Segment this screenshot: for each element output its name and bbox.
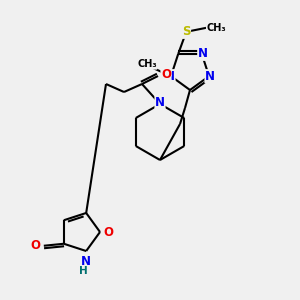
Text: S: S	[182, 25, 190, 38]
Text: O: O	[103, 226, 113, 238]
Text: N: N	[81, 254, 91, 268]
Text: N: N	[155, 97, 165, 110]
Text: H: H	[79, 266, 88, 276]
Text: CH₃: CH₃	[137, 59, 157, 69]
Text: O: O	[161, 68, 171, 80]
Text: O: O	[31, 239, 41, 252]
Text: N: N	[205, 70, 215, 83]
Text: N: N	[165, 70, 175, 83]
Text: N: N	[198, 47, 208, 60]
Text: CH₃: CH₃	[206, 23, 226, 33]
